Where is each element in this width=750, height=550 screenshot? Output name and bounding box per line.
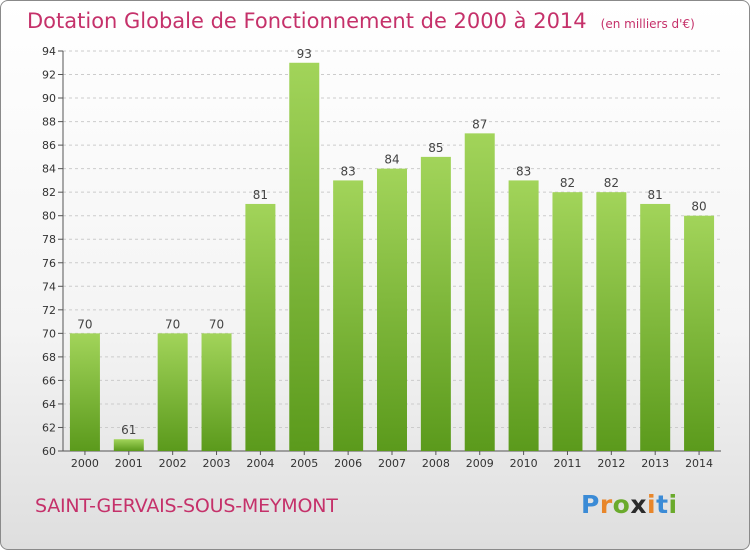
bars [69, 62, 715, 452]
bar-2011 [552, 192, 583, 452]
bar-2005 [289, 62, 320, 451]
x-tick-label: 2002 [159, 457, 187, 470]
data-label: 70 [77, 317, 92, 331]
y-tick-label: 86 [42, 139, 56, 152]
y-tick-label: 80 [42, 210, 56, 223]
unit-text: (en milliers d'€) [600, 17, 695, 31]
proxiti-logo[interactable]: Proxiti [581, 490, 678, 519]
data-label: 85 [428, 141, 443, 155]
x-tick-label: 2008 [422, 457, 450, 470]
data-label: 84 [384, 153, 399, 167]
data-label: 80 [691, 200, 706, 214]
x-tick-label: 2011 [553, 457, 581, 470]
data-label: 61 [121, 423, 136, 437]
bar-2014 [684, 215, 715, 451]
y-tick-label: 68 [42, 351, 56, 364]
bar-2013 [640, 203, 671, 451]
y-tick-label: 70 [42, 327, 56, 340]
commune-name: SAINT-GERVAIS-SOUS-MEYMONT [35, 495, 338, 517]
bar-2010 [508, 180, 539, 452]
y-tick-label: 78 [42, 233, 56, 246]
y-tick-labels: 60 62 64 66 68 70 72 74 76 78 80 82 84 86 88 90 92 94 [42, 45, 63, 458]
y-tick-label: 92 [42, 69, 56, 82]
x-tick-label: 2000 [71, 457, 99, 470]
x-tick-label: 2014 [685, 457, 713, 470]
bar-2000 [69, 333, 100, 451]
data-label: 82 [560, 176, 575, 190]
data-label: 83 [516, 164, 531, 178]
y-tick-label: 72 [42, 304, 56, 317]
title-text: Dotation Globale de Fonctionnement de 20… [27, 9, 587, 33]
x-tick-label: 2012 [597, 457, 625, 470]
data-label: 70 [165, 317, 180, 331]
data-label: 93 [297, 47, 312, 61]
data-label: 83 [340, 164, 355, 178]
data-label: 82 [604, 176, 619, 190]
bar-2002 [157, 333, 188, 451]
x-tick-label: 2006 [334, 457, 362, 470]
y-tick-label: 62 [42, 421, 56, 434]
x-tick-label: 2009 [466, 457, 494, 470]
x-tick-labels: 2000 2001 2002 2003 2004 2005 2006 2007 2008 2009… [71, 451, 713, 470]
bar-2001 [113, 439, 144, 451]
data-labels: 70 61 70 70 81 93 83 84 85 87 83 82 82 81 80 [77, 47, 706, 437]
bar-2004 [245, 203, 276, 451]
bar-2008 [420, 156, 451, 451]
data-label: 70 [209, 317, 224, 331]
data-label: 87 [472, 117, 487, 131]
data-label: 81 [648, 188, 663, 202]
bar-2007 [377, 168, 407, 451]
x-tick-label: 2007 [378, 457, 406, 470]
bar-2009 [464, 133, 495, 451]
y-tick-label: 94 [42, 45, 56, 58]
y-tick-label: 76 [42, 257, 56, 270]
y-tick-label: 88 [42, 116, 56, 129]
y-tick-label: 90 [42, 92, 56, 105]
chart-title: Dotation Globale de Fonctionnement de 20… [27, 9, 695, 33]
y-tick-label: 60 [42, 445, 56, 458]
x-tick-label: 2003 [203, 457, 231, 470]
bar-2006 [333, 180, 364, 452]
y-tick-label: 84 [42, 163, 56, 176]
y-tick-label: 64 [42, 398, 56, 411]
y-tick-label: 74 [42, 280, 56, 293]
bar-2012 [596, 192, 627, 452]
bar-2003 [201, 333, 232, 451]
x-tick-label: 2001 [115, 457, 143, 470]
y-tick-label: 66 [42, 374, 56, 387]
x-tick-label: 2004 [246, 457, 274, 470]
x-tick-label: 2013 [641, 457, 669, 470]
y-tick-label: 82 [42, 186, 56, 199]
x-tick-label: 2005 [290, 457, 318, 470]
x-tick-label: 2010 [510, 457, 538, 470]
data-label: 81 [253, 188, 268, 202]
